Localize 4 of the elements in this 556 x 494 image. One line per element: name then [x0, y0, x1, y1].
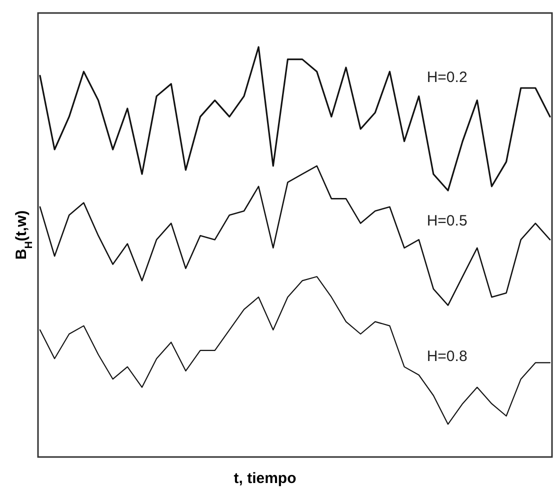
- series-label: H=0.5: [426, 212, 468, 230]
- series-label: H=0.2: [426, 69, 468, 86]
- series-label: H=0.8: [426, 348, 468, 365]
- x-axis-title: t, tiempo: [234, 470, 296, 487]
